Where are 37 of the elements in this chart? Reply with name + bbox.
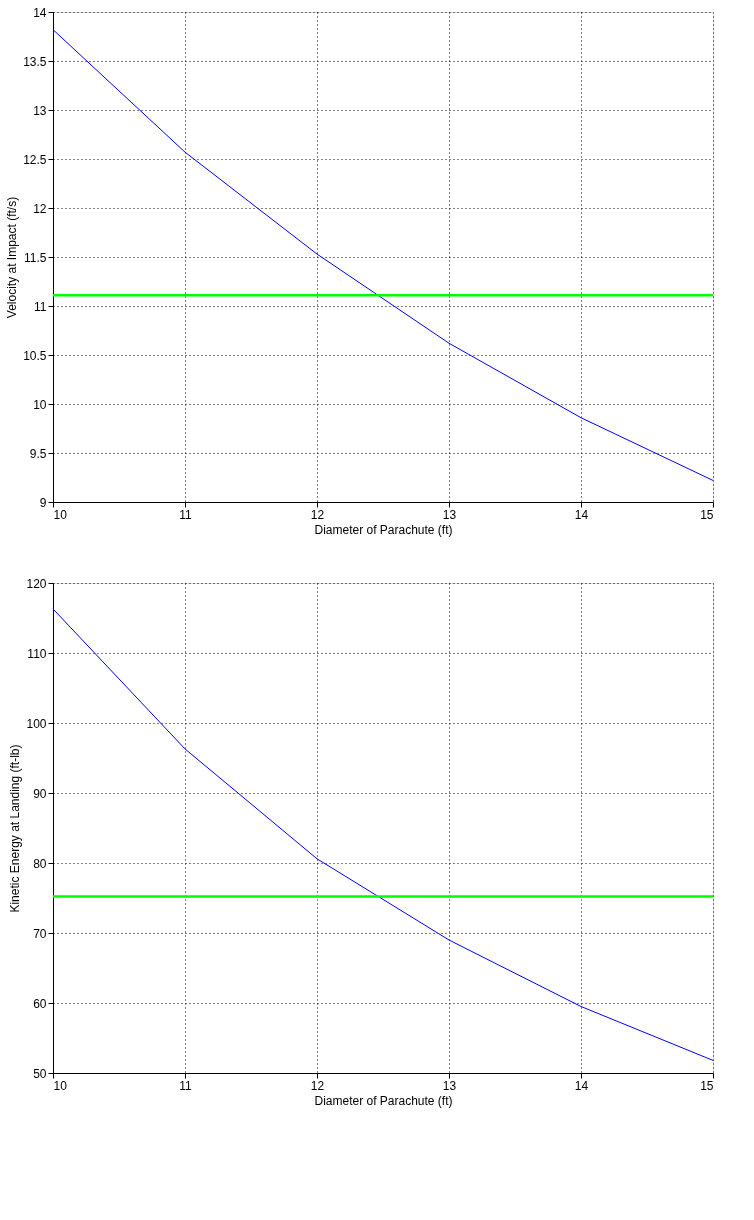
y-tick-label: 13.5 [23,54,47,69]
x-tick-label: 11 [179,1078,193,1093]
y-tick-label: 14 [33,5,47,20]
x-tick-label: 10 [53,507,68,522]
y-tick-label: 12.5 [23,152,47,167]
line-series [52,608,714,1061]
y-tick-label: 10 [33,397,47,412]
y-tick-label: 9 [39,495,47,510]
y-tick-label: 11 [34,299,47,314]
y-tick-label: 13 [33,103,47,118]
x-axis-title: Diameter of Parachute (ft) [314,522,453,537]
x-tick-label: 13 [442,1078,457,1093]
x-tick-label: 12 [310,1078,325,1093]
y-tick-label: 80 [33,856,47,871]
y-tick-label: 50 [33,1066,47,1081]
x-tick-label: 14 [574,1078,589,1093]
y-tick-label: 10.5 [23,348,47,363]
x-tick-label: 10 [53,1078,68,1093]
y-axis-title: Velocity at Impact (ft/s) [5,196,20,319]
x-tick-label: 13 [442,507,457,522]
y-tick-label: 100 [26,716,47,731]
y-tick-label: 70 [33,926,47,941]
y-tick-label: 120 [26,576,47,591]
x-tick-label: 15 [700,507,714,522]
y-tick-label: 9.5 [29,446,47,461]
line-series [52,29,714,481]
y-tick-label: 110 [27,646,47,661]
x-tick-label: 12 [310,507,325,522]
x-tick-label: 15 [700,1078,714,1093]
x-tick-label: 11 [179,507,193,522]
y-tick-label: 90 [33,786,47,801]
x-tick-label: 14 [574,507,589,522]
y-tick-label: 11.5 [24,250,47,265]
y-axis-title: Kinetic Energy at Landing (ft-lb) [8,744,23,913]
y-tick-label: 12 [33,201,47,216]
x-axis-title: Diameter of Parachute (ft) [314,1093,453,1108]
y-tick-label: 60 [33,996,47,1011]
